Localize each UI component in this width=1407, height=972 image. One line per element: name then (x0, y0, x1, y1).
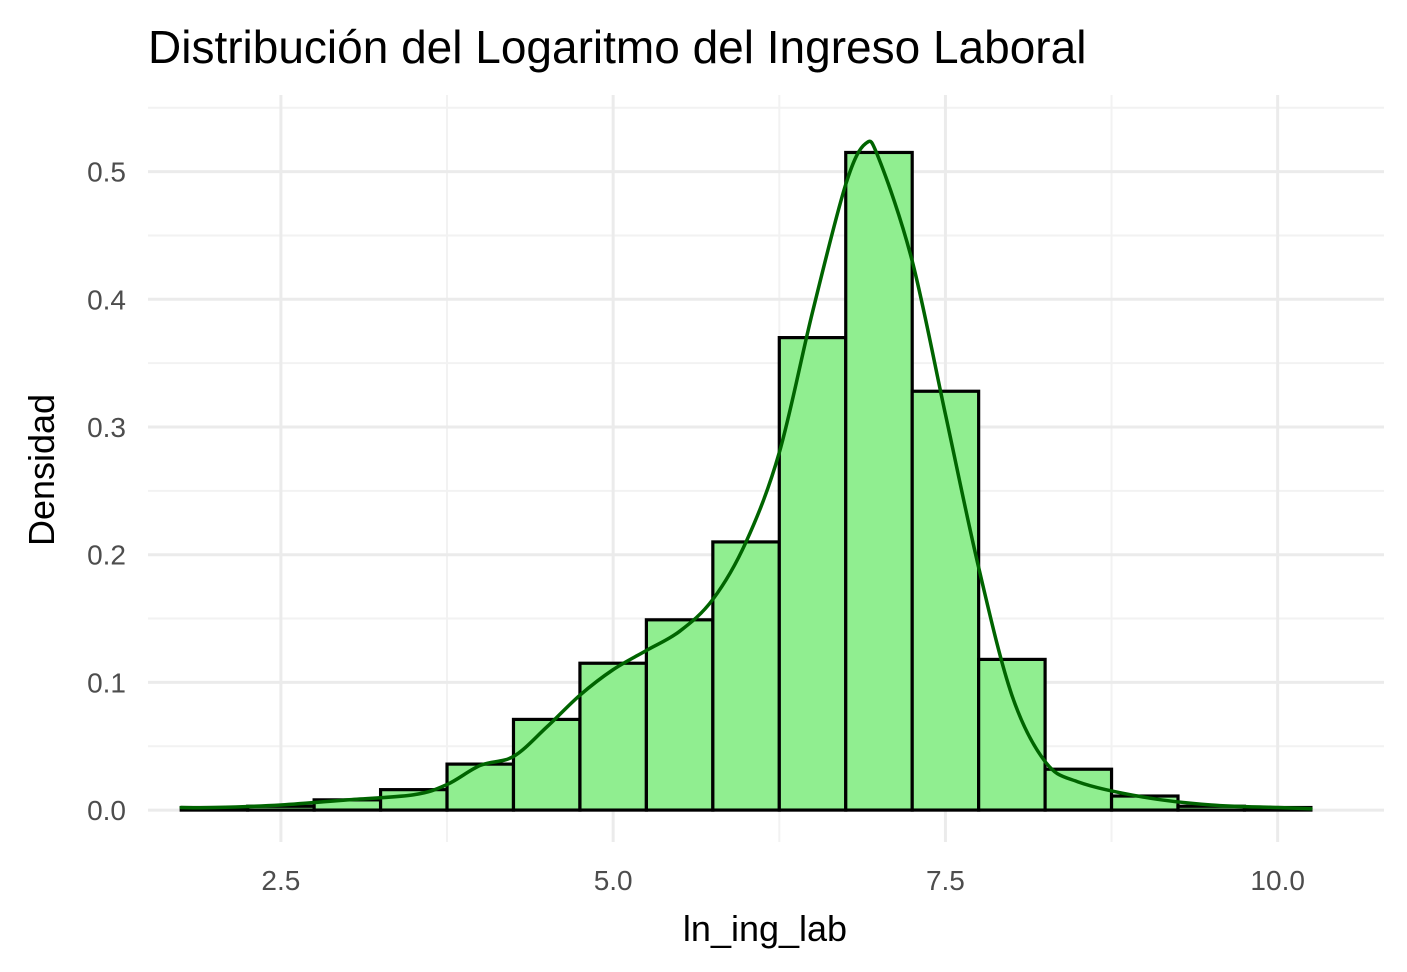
x-tick-label: 5.0 (594, 865, 633, 896)
y-axis-ticks: 0.0 0.1 0.2 0.3 0.4 0.5 (87, 157, 126, 826)
y-tick-label: 0.4 (87, 284, 126, 315)
histogram-bar (910, 389, 981, 812)
y-axis-title: Densidad (21, 394, 62, 546)
histogram-bar (977, 657, 1047, 812)
histogram-bar (777, 336, 848, 812)
y-tick-label: 0.5 (87, 157, 126, 188)
histogram-bars (179, 150, 1313, 812)
x-axis-title: ln_ing_lab (683, 908, 847, 949)
histogram-bar (644, 618, 715, 812)
x-axis-ticks: 2.5 5.0 7.5 10.0 (261, 865, 1304, 896)
chart-title: Distribución del Logaritmo del Ingreso L… (148, 21, 1086, 73)
density-curve (179, 139, 1313, 811)
histogram-bar (378, 788, 449, 812)
x-tick-label: 2.5 (261, 865, 300, 896)
histogram-bar (844, 150, 914, 812)
histogram-bar (711, 540, 781, 812)
histogram-bar (445, 762, 516, 812)
y-tick-label: 0.0 (87, 795, 126, 826)
x-tick-label: 10.0 (1250, 865, 1305, 896)
x-tick-label: 7.5 (926, 865, 965, 896)
y-tick-label: 0.2 (87, 540, 126, 571)
histogram-bar (511, 717, 582, 812)
y-tick-label: 0.1 (87, 667, 126, 698)
y-tick-label: 0.3 (87, 412, 126, 443)
